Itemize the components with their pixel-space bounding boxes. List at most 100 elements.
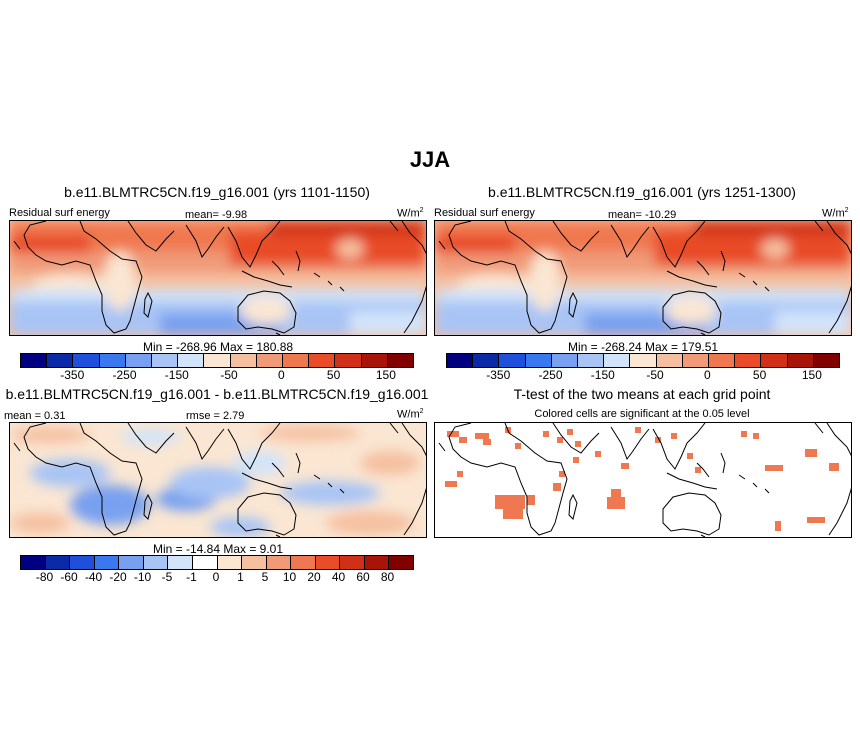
colorbar-swatch bbox=[656, 354, 683, 367]
colorbar-tick-label: 20 bbox=[307, 570, 321, 584]
colorbar-swatch bbox=[125, 354, 153, 367]
panel3-title: b.e11.BLMTRC5CN.f19_g16.001 - b.e11.BLMT… bbox=[5, 386, 429, 402]
colorbar-tick-label: -250 bbox=[538, 368, 563, 382]
panel2-map-field bbox=[435, 221, 851, 335]
panel3-minmax: Min = -14.84 Max = 9.01 bbox=[152, 542, 284, 556]
panel3-map-field bbox=[10, 423, 426, 537]
colorbar-swatch bbox=[266, 556, 292, 569]
colorbar-swatch bbox=[283, 354, 310, 367]
panel1-minmax: Min = -268.96 Max = 180.88 bbox=[142, 340, 294, 354]
colorbar-swatch bbox=[152, 354, 179, 367]
colorbar-tick-label: -150 bbox=[164, 368, 189, 382]
colorbar-swatch bbox=[735, 354, 762, 367]
colorbar-swatch bbox=[119, 556, 144, 569]
colorbar-swatch bbox=[70, 556, 95, 569]
colorbar-swatch bbox=[447, 354, 474, 367]
colorbar-swatch bbox=[578, 354, 605, 367]
colorbar-tick-label: 0 bbox=[212, 570, 220, 584]
panel2-title: b.e11.BLMTRC5CN.f19_g16.001 (yrs 1251-13… bbox=[488, 184, 796, 200]
panel3-mean-label: mean = 0.31 bbox=[4, 410, 66, 422]
colorbar-swatch bbox=[499, 354, 526, 367]
colorbar-swatch bbox=[291, 556, 316, 569]
panel2-colorbar bbox=[446, 353, 840, 368]
colorbar-swatch bbox=[99, 354, 126, 367]
panel3-colorbar-ticks: -80 -60 -40 -20 -10 -5 -1 0 1 5 10 20 40 60 80 bbox=[20, 570, 412, 584]
colorbar-swatch bbox=[387, 354, 414, 367]
colorbar-tick-label: 5 bbox=[261, 570, 269, 584]
colorbar-swatch bbox=[604, 354, 631, 367]
colorbar-swatch bbox=[761, 354, 788, 367]
colorbar-tick-label: 60 bbox=[356, 570, 370, 584]
colorbar-tick-label: -80 bbox=[35, 570, 54, 584]
colorbar-swatch bbox=[45, 556, 71, 569]
colorbar-tick-label: -50 bbox=[220, 368, 238, 382]
panel1-map bbox=[9, 220, 427, 336]
colorbar-tick-label: 50 bbox=[326, 368, 341, 382]
colorbar-tick-label: -60 bbox=[60, 570, 78, 584]
colorbar-swatch bbox=[192, 556, 218, 569]
colorbar-tick-label: -20 bbox=[109, 570, 127, 584]
colorbar-swatch bbox=[230, 354, 257, 367]
colorbar-tick-label: -40 bbox=[84, 570, 103, 584]
colorbar-swatch bbox=[630, 354, 657, 367]
colorbar-swatch bbox=[315, 556, 341, 569]
colorbar-tick-label: 150 bbox=[375, 368, 396, 382]
colorbar-tick-label: -150 bbox=[590, 368, 615, 382]
panel2-variable-label: Residual surf energy bbox=[434, 207, 535, 219]
colorbar-swatch bbox=[204, 354, 231, 367]
colorbar-swatch bbox=[217, 556, 243, 569]
colorbar-tick-label: -5 bbox=[161, 570, 173, 584]
colorbar-tick-label: 10 bbox=[282, 570, 297, 584]
colorbar-tick-label: -350 bbox=[60, 368, 85, 382]
colorbar-tick-label: 40 bbox=[331, 570, 346, 584]
colorbar-tick-label: 50 bbox=[752, 368, 767, 382]
panel4-map-field bbox=[438, 423, 851, 537]
colorbar-tick-label: -350 bbox=[486, 368, 511, 382]
colorbar-tick-label: -50 bbox=[646, 368, 664, 382]
colorbar-swatch bbox=[256, 354, 284, 367]
colorbar-swatch bbox=[473, 354, 500, 367]
colorbar-tick-label: -250 bbox=[112, 368, 137, 382]
colorbar-swatch bbox=[168, 556, 193, 569]
panel1-map-field bbox=[10, 221, 426, 335]
colorbar-swatch bbox=[21, 354, 48, 367]
colorbar-swatch bbox=[143, 556, 169, 569]
colorbar-tick-label: -1 bbox=[186, 570, 197, 584]
colorbar-swatch bbox=[813, 354, 840, 367]
colorbar-swatch bbox=[309, 354, 336, 367]
colorbar-swatch bbox=[340, 556, 365, 569]
colorbar-tick-label: 0 bbox=[703, 368, 711, 382]
panel2-mean-label: mean= -10.29 bbox=[608, 209, 677, 221]
colorbar-swatch bbox=[47, 354, 74, 367]
panel1-units: W/m2 bbox=[397, 207, 424, 220]
panel3-units: W/m2 bbox=[397, 408, 424, 421]
colorbar-tick-label: 0 bbox=[277, 368, 285, 382]
colorbar-swatch bbox=[364, 556, 390, 569]
colorbar-swatch bbox=[178, 354, 205, 367]
colorbar-swatch bbox=[335, 354, 362, 367]
panel1-variable-label: Residual surf energy bbox=[9, 207, 110, 219]
colorbar-tick-label: 80 bbox=[380, 570, 395, 584]
figure-title: JJA bbox=[409, 147, 451, 172]
panel1-colorbar bbox=[20, 353, 414, 368]
colorbar-swatch bbox=[682, 354, 710, 367]
colorbar-swatch bbox=[242, 556, 267, 569]
panel3-rmse-label: rmse = 2.79 bbox=[186, 410, 245, 422]
panel3-map bbox=[9, 422, 427, 538]
panel1-colorbar-ticks: -350 -250 -150 -50 0 50 150 bbox=[20, 368, 412, 382]
colorbar-swatch bbox=[787, 354, 814, 367]
colorbar-swatch bbox=[94, 556, 120, 569]
colorbar-swatch bbox=[525, 354, 552, 367]
panel2-map bbox=[434, 220, 852, 336]
colorbar-swatch bbox=[73, 354, 100, 367]
panel4-subtitle: Colored cells are significant at the 0.0… bbox=[534, 408, 750, 420]
panel2-units: W/m2 bbox=[822, 207, 849, 220]
colorbar-tick-label: -10 bbox=[133, 570, 152, 584]
panel1-title: b.e11.BLMTRC5CN.f19_g16.001 (yrs 1101-11… bbox=[64, 184, 370, 200]
panel3-colorbar bbox=[20, 555, 414, 570]
panel4-map bbox=[434, 422, 852, 538]
panel2-minmax: Min = -268.24 Max = 179.51 bbox=[567, 340, 719, 354]
colorbar-swatch bbox=[21, 556, 46, 569]
colorbar-tick-label: 150 bbox=[801, 368, 822, 382]
colorbar-swatch bbox=[389, 556, 413, 569]
